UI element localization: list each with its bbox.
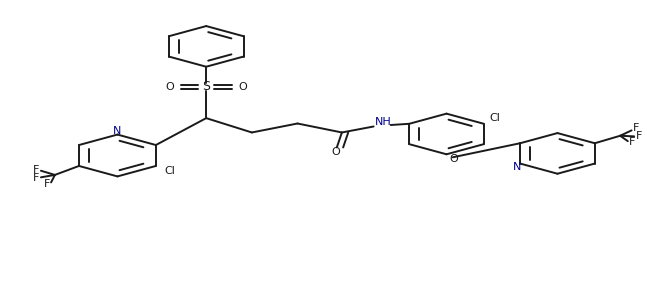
Text: O: O (450, 154, 459, 164)
Text: F: F (628, 137, 635, 147)
Text: Cl: Cl (164, 166, 175, 176)
Text: F: F (33, 164, 39, 174)
Text: F: F (636, 131, 642, 141)
Text: O: O (331, 147, 340, 157)
Text: O: O (239, 82, 247, 92)
Text: NH: NH (375, 117, 391, 127)
Text: N: N (113, 126, 122, 136)
Text: Cl: Cl (490, 113, 501, 124)
Text: F: F (633, 123, 639, 133)
Text: N: N (513, 162, 521, 172)
Text: O: O (165, 82, 174, 92)
Text: S: S (203, 80, 210, 93)
Text: F: F (33, 173, 39, 183)
Text: F: F (44, 179, 50, 189)
